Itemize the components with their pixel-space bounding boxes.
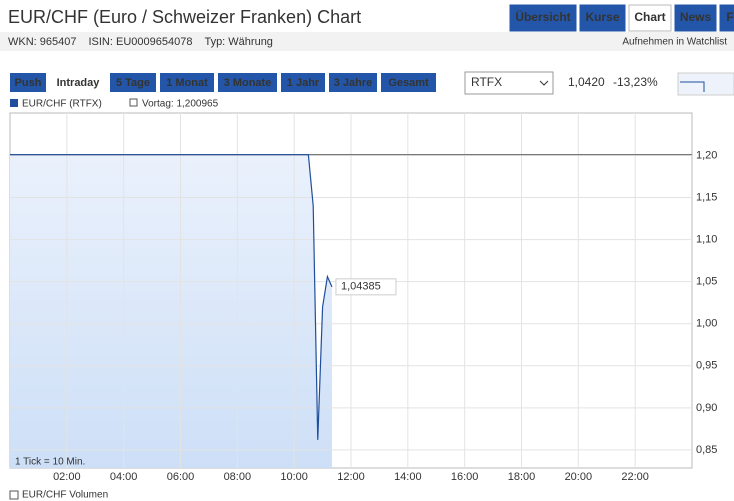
x-tick-label: 18:00: [508, 471, 536, 483]
range-tab-label[interactable]: Push: [15, 77, 42, 89]
range-tab-label[interactable]: 5 Tage: [116, 77, 150, 89]
nav-button[interactable]: [579, 4, 626, 32]
range-tab[interactable]: [281, 73, 325, 92]
nav-button[interactable]: [719, 4, 734, 32]
legend-series: EUR/CHF (RTFX): [22, 99, 102, 110]
nav-label[interactable]: Chart: [634, 10, 665, 24]
x-tick-label: 02:00: [53, 471, 81, 483]
price-line: [10, 154, 333, 440]
select-arrow: [539, 80, 549, 86]
range-tab[interactable]: [10, 73, 46, 92]
x-tick-label: 14:00: [394, 471, 422, 483]
page-title: EUR/CHF (Euro / Schweizer Franken) Chart: [8, 7, 361, 27]
y-tick-label: 1,10: [696, 234, 717, 246]
range-tab[interactable]: [381, 73, 436, 92]
x-tick-label: 20:00: [565, 471, 593, 483]
price-area: [10, 154, 332, 468]
y-tick-label: 1,00: [696, 318, 717, 330]
y-tick-label: 1,05: [696, 276, 717, 288]
x-tick-label: 22:00: [621, 471, 649, 483]
x-tick-label: 06:00: [167, 471, 195, 483]
meta-text: Typ: Währung: [204, 36, 272, 48]
change: -13,23%: [613, 75, 658, 89]
last-value-label: 1,04385: [341, 281, 381, 293]
range-tab-label[interactable]: Gesamt: [388, 77, 429, 89]
range-tab-label[interactable]: Intraday: [57, 77, 101, 89]
range-tab[interactable]: [50, 73, 106, 92]
exchange-select[interactable]: [464, 71, 554, 95]
tick-annotation: 1 Tick = 10 Min.: [15, 457, 85, 468]
range-tab[interactable]: [329, 73, 377, 92]
nav-label[interactable]: News: [680, 10, 712, 24]
last-value-box: [335, 278, 397, 296]
nav-label[interactable]: Kurse: [585, 10, 619, 24]
range-tab-label[interactable]: 3 Jahre: [334, 77, 373, 89]
range-tab-label[interactable]: 1 Monat: [166, 77, 208, 89]
price: 1,0420: [568, 75, 605, 89]
x-tick-label: 12:00: [337, 471, 365, 483]
volume-label[interactable]: EUR/CHF Volumen: [22, 490, 108, 501]
nav-label[interactable]: F: [726, 10, 733, 24]
y-tick-label: 1,15: [696, 191, 717, 203]
x-tick-label: 08:00: [224, 471, 252, 483]
range-tab-label[interactable]: 1 Jahr: [287, 77, 320, 89]
range-tab-label[interactable]: 3 Monate: [224, 77, 272, 89]
meta-text: WKN: 965407: [8, 36, 76, 48]
range-tab[interactable]: [218, 73, 277, 92]
x-tick-label: 16:00: [451, 471, 479, 483]
nav-button[interactable]: [509, 4, 577, 32]
x-tick-label: 10:00: [280, 471, 308, 483]
exchange-value[interactable]: RTFX: [471, 75, 502, 89]
meta-bar: [0, 32, 734, 51]
y-tick-label: 0,95: [696, 360, 717, 372]
legend-reference: Vortag: 1,200965: [142, 99, 219, 110]
volume-checkbox[interactable]: [9, 490, 19, 500]
thumbnail[interactable]: [677, 72, 734, 96]
range-tab[interactable]: [110, 73, 156, 92]
nav-button[interactable]: [628, 4, 672, 32]
nav-label[interactable]: Übersicht: [515, 9, 570, 24]
meta-text: ISIN: EU0009654078: [88, 36, 192, 48]
range-tab[interactable]: [160, 73, 214, 92]
y-tick-label: 0,85: [696, 444, 717, 456]
legend-swatch: [10, 99, 18, 107]
y-tick-label: 1,20: [696, 149, 717, 161]
watchlist-link[interactable]: Aufnehmen in Watchlist: [622, 37, 727, 48]
x-tick-label: 04:00: [110, 471, 138, 483]
thumbnail-line: [680, 81, 705, 92]
nav-button[interactable]: [674, 4, 717, 32]
legend-box: [129, 98, 138, 107]
y-tick-label: 0,90: [696, 402, 717, 414]
